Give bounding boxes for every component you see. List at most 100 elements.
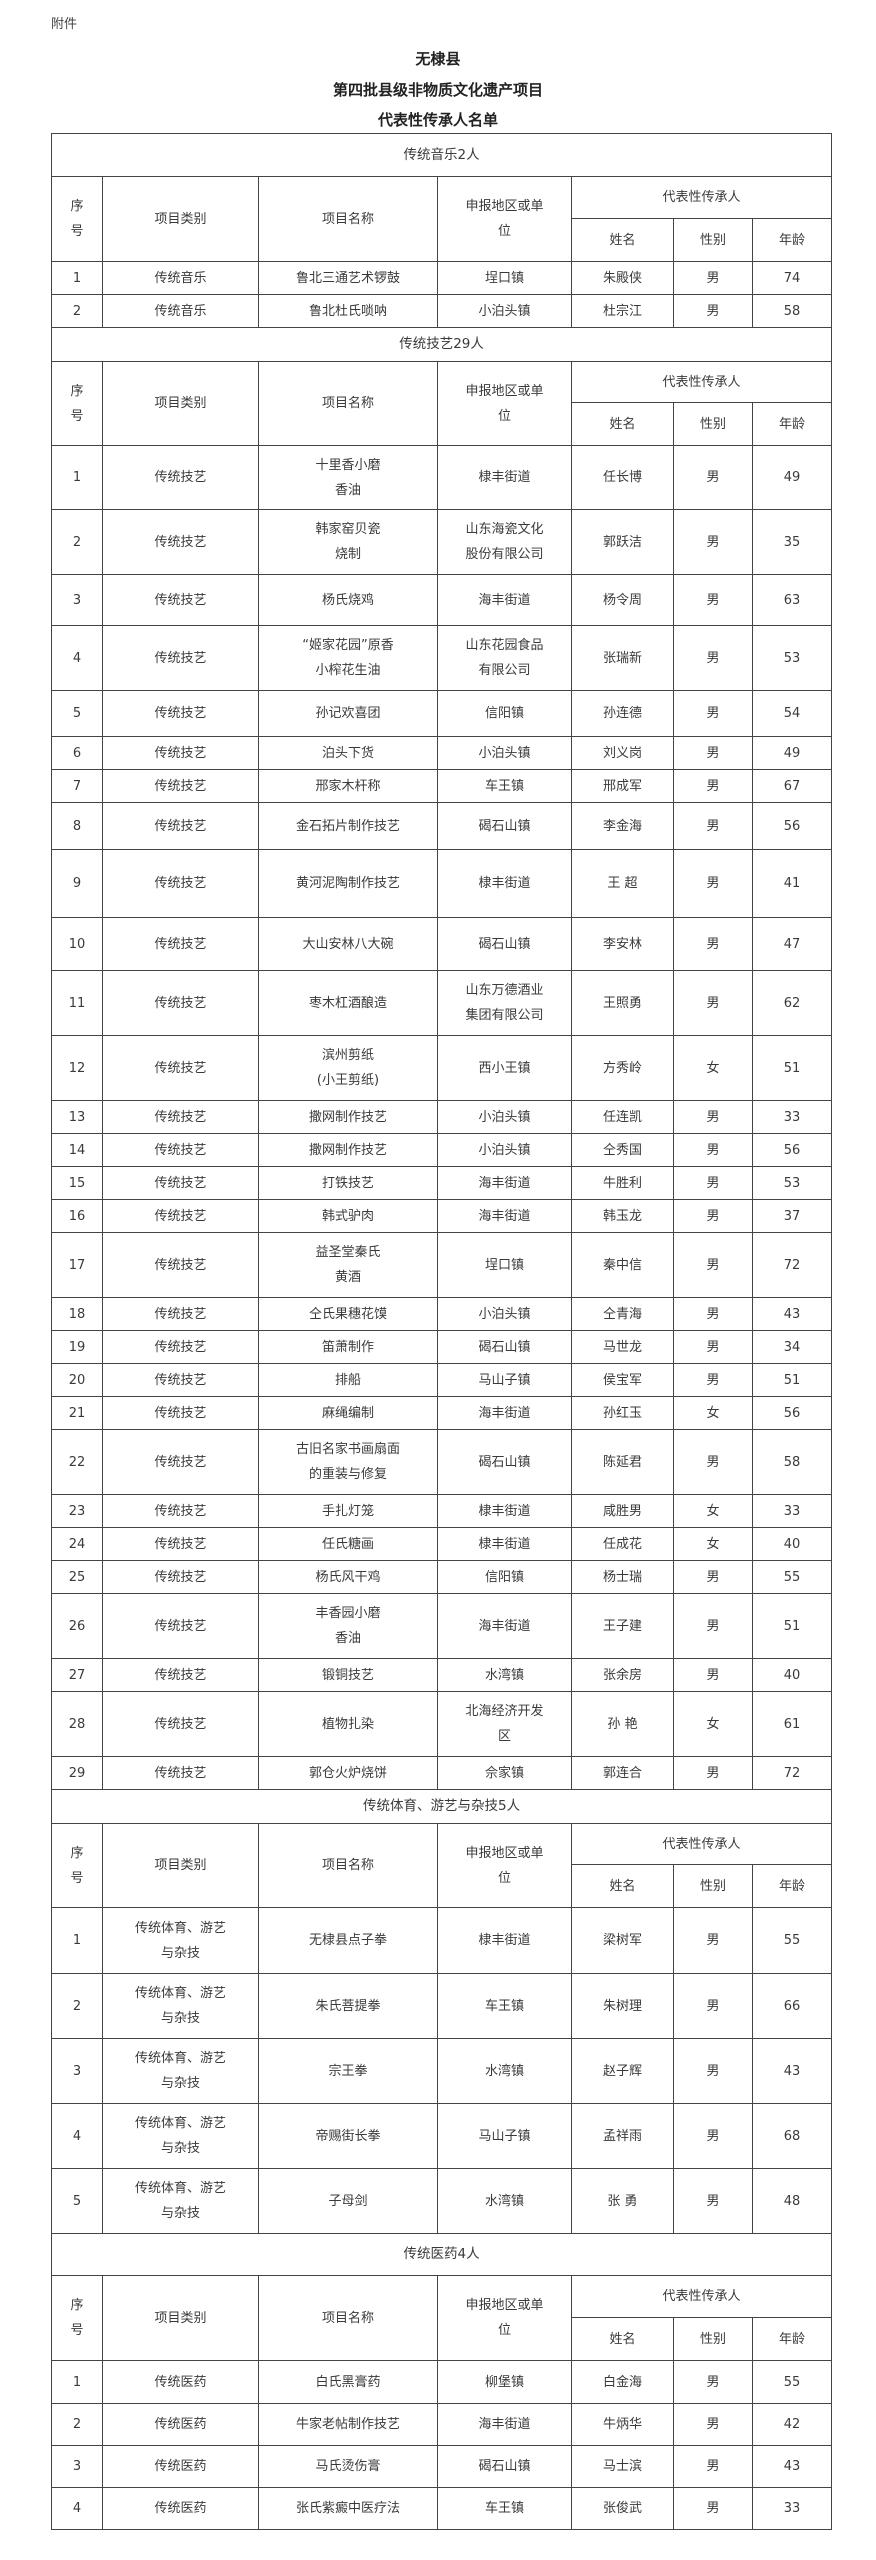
row-number-cell: 1 — [51, 445, 103, 510]
project-name-cell: 张氏紫癜中医疗法 — [258, 2487, 438, 2530]
age-cell: 56 — [751, 802, 833, 850]
section-header-row: 传统医药4人 — [50, 2233, 833, 2276]
project-name-cell: 邢家木杆称 — [258, 769, 438, 803]
table-row: 18 传统技艺 仝氏果穗花馍 小泊头镇 仝青海男 43 — [51, 1297, 833, 1331]
row-number-cell: 2 — [51, 509, 103, 575]
age-cell: 55 — [751, 2360, 833, 2404]
section-header-row: 传统体育、游艺与杂技5人 — [50, 1789, 833, 1824]
project-name-cell: 打铁技艺 — [258, 1166, 438, 1200]
age-cell: 61 — [751, 1691, 833, 1757]
inheritor-name-cell: 仝秀国 — [571, 1133, 674, 1167]
gender-cell: 男 — [673, 1100, 753, 1134]
gender-cell: 男 — [673, 849, 753, 918]
table-row: 24 传统技艺 任氏糖画 棣丰街道 任成花女 40 — [51, 1527, 833, 1561]
gender-cell: 男 — [673, 736, 753, 770]
reporting-place-cell: 小泊头镇 — [437, 294, 572, 328]
project-name-cell: 鲁北杜氏唢呐 — [258, 294, 438, 328]
age-cell: 47 — [751, 917, 833, 971]
category-cell: 传统技艺 — [102, 1593, 259, 1659]
header-project: 项目名称 — [258, 2275, 438, 2361]
table-row: 1 传统音乐 鲁北三通艺术锣鼓 埕口镇 朱殿侠男 74 — [51, 261, 833, 295]
header-place: 申报地区或单 位 — [437, 361, 572, 446]
gender-cell: 男 — [673, 2487, 753, 2530]
project-name-cell: 帝赐街长拳 — [258, 2103, 438, 2169]
age-cell: 55 — [751, 1907, 833, 1974]
table-row: 15 传统技艺 打铁技艺 海丰街道 牛胜利男 53 — [51, 1166, 833, 1200]
reporting-place-cell: 碣石山镇 — [437, 917, 572, 971]
reporting-place-cell: 水湾镇 — [437, 2168, 572, 2234]
gender-cell: 男 — [673, 1297, 753, 1331]
category-cell: 传统体育、游艺 与杂技 — [102, 2168, 259, 2234]
category-cell: 传统技艺 — [102, 1429, 259, 1495]
inheritor-name-cell: 朱殿侠 — [571, 261, 674, 295]
project-name-cell: 韩家窑贝瓷 烧制 — [258, 509, 438, 575]
category-cell: 传统技艺 — [102, 1527, 259, 1561]
column-subheader-row: 姓名 性别 年龄 — [52, 1864, 833, 1908]
inheritor-name-cell: 任连凯 — [571, 1100, 674, 1134]
header-gender: 性别 — [673, 2317, 753, 2361]
title-county: 无棣县 — [415, 50, 461, 68]
table-row: 1 传统医药 白氏黑膏药 柳堡镇 白金海男 55 — [51, 2360, 833, 2404]
reporting-place-cell: 海丰街道 — [437, 1396, 572, 1430]
reporting-place-cell: 车王镇 — [437, 2487, 572, 2530]
reporting-place-cell: 信阳镇 — [437, 690, 572, 737]
gender-cell: 男 — [673, 2038, 753, 2104]
inheritor-name-cell: 孟祥雨 — [571, 2103, 674, 2169]
table-row: 1 传统体育、游艺 与杂技 无棣县点子拳 棣丰街道 梁树军男 55 — [51, 1907, 833, 1974]
title-batch: 第四批县级非物质文化遗产项目 — [332, 81, 543, 99]
row-number-cell: 24 — [51, 1527, 103, 1561]
header-no: 序 号 — [51, 1823, 103, 1908]
row-number-cell: 3 — [51, 574, 103, 626]
reporting-place-cell: 马山子镇 — [437, 2103, 572, 2169]
column-header-row: 序 号项目类别 项目名称 申报地区或单 位代表性传承人 — [51, 2275, 833, 2361]
inheritor-name-cell: 郭连合 — [571, 1756, 674, 1790]
reporting-place-cell: 海丰街道 — [437, 1593, 572, 1659]
category-cell: 传统技艺 — [102, 445, 259, 510]
row-number-cell: 3 — [51, 2038, 103, 2104]
age-cell: 62 — [751, 970, 833, 1036]
gender-cell: 男 — [673, 1560, 753, 1594]
inheritor-name-cell: 任长博 — [571, 445, 674, 510]
header-inheritor: 代表性传承人 — [570, 361, 833, 403]
gender-cell: 男 — [673, 1133, 753, 1167]
inheritor-name-cell: 杨令周 — [571, 574, 674, 626]
gender-cell: 男 — [673, 625, 753, 691]
inheritor-name-cell: 王 超 — [571, 849, 674, 918]
table-row: 8 传统技艺 金石拓片制作技艺 碣石山镇 李金海男 56 — [51, 802, 833, 850]
row-number-cell: 5 — [51, 690, 103, 737]
row-number-cell: 20 — [51, 1363, 103, 1397]
gender-cell: 男 — [673, 2103, 753, 2169]
row-number-cell: 12 — [51, 1035, 103, 1101]
row-number-cell: 7 — [51, 769, 103, 803]
age-cell: 72 — [751, 1756, 833, 1790]
inheritor-name-cell: 张 勇 — [571, 2168, 674, 2234]
inheritor-name-cell: 马世龙 — [571, 1330, 674, 1364]
inheritor-name-cell: 朱树理 — [571, 1973, 674, 2039]
reporting-place-cell: 小泊头镇 — [437, 1133, 572, 1167]
inheritor-name-cell: 方秀岭 — [571, 1035, 674, 1101]
row-number-cell: 5 — [51, 2168, 103, 2234]
table-row: 2 传统医药 牛家老帖制作技艺 海丰街道 牛炳华男 42 — [51, 2403, 833, 2446]
reporting-place-cell: 埕口镇 — [437, 261, 572, 295]
table-row: 16 传统技艺 韩式驴肉 海丰街道 韩玉龙男 37 — [51, 1199, 833, 1233]
section-header-row: 传统技艺29人 — [50, 327, 833, 362]
age-cell: 74 — [751, 261, 833, 295]
inheritor-name-cell: 张瑞新 — [571, 625, 674, 691]
reporting-place-cell: 小泊头镇 — [437, 1297, 572, 1331]
header-name: 姓名 — [571, 2317, 674, 2361]
inheritor-name-cell: 牛炳华 — [571, 2403, 674, 2446]
inheritor-table: 传统音乐2人序 号项目类别 项目名称 申报地区或单 位代表性传承人 姓名 性别 年龄 1 传统… — [50, 133, 833, 2530]
table-row: 13 传统技艺 撒网制作技艺 小泊头镇 任连凯男 33 — [51, 1100, 833, 1134]
project-name-cell: 泊头下货 — [258, 736, 438, 770]
gender-cell: 男 — [673, 769, 753, 803]
reporting-place-cell: 山东海瓷文化 股份有限公司 — [437, 509, 572, 575]
header-gender: 性别 — [673, 402, 753, 446]
table-row: 1 传统技艺 十里香小磨 香油 棣丰街道 任长博男 49 — [51, 445, 833, 510]
attachment-label: 附件 — [51, 17, 78, 32]
project-name-cell: 韩式驴肉 — [258, 1199, 438, 1233]
section-header-row: 传统音乐2人 — [50, 133, 833, 177]
column-subheader-row: 姓名 性别 年龄 — [52, 402, 833, 446]
inheritor-name-cell: 梁树军 — [571, 1907, 674, 1974]
category-cell: 传统技艺 — [102, 1756, 259, 1790]
reporting-place-cell: 碣石山镇 — [437, 2445, 572, 2488]
